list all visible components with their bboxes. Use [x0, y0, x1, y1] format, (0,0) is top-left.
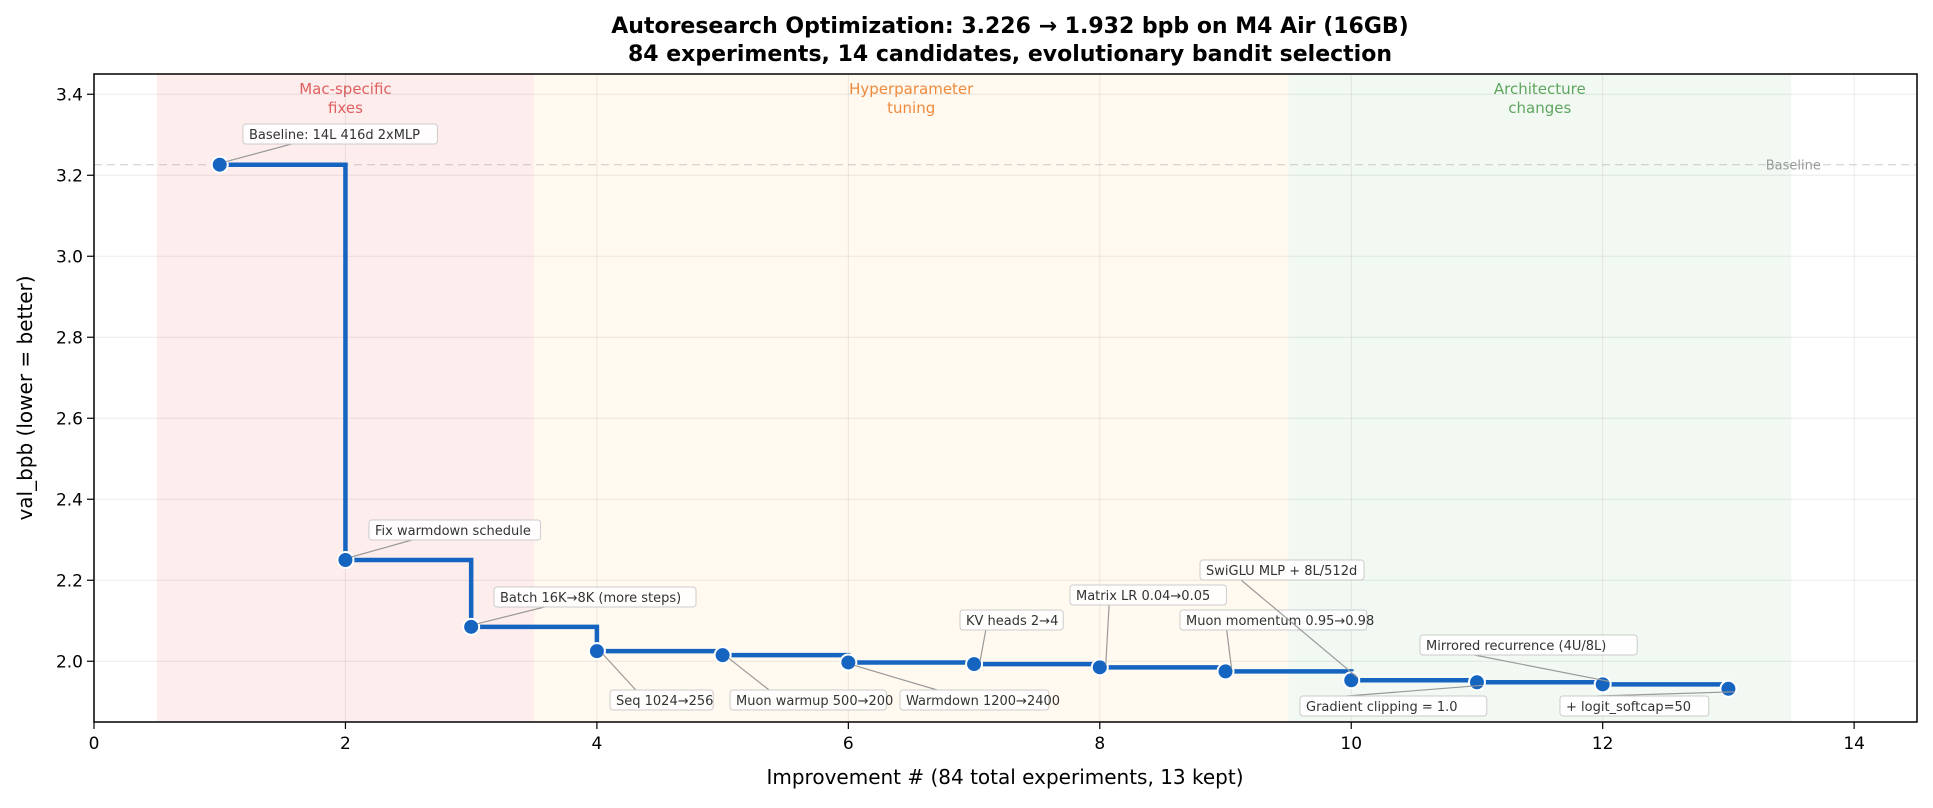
- annotation-arrow: [854, 664, 938, 691]
- annotation-label: Seq 1024→256: [616, 694, 713, 709]
- annotation-box: [1179, 609, 1368, 631]
- region-band: [1288, 74, 1792, 722]
- annotation-box: [609, 689, 714, 711]
- region-label: Hyperparameter: [849, 80, 974, 98]
- annotation-arrow: [602, 653, 637, 691]
- annotation-box: [1199, 559, 1365, 581]
- annotation-label: Gradient clipping = 1.0: [1306, 700, 1458, 715]
- data-point: [1342, 671, 1361, 690]
- y-tick-label: 3.2: [56, 166, 83, 186]
- chart-title: Autoresearch Optimization: 3.226 → 1.932…: [611, 14, 1409, 39]
- chart-subtitle: 84 experiments, 14 candidates, evolution…: [628, 42, 1392, 67]
- annotation-label: Fix warmdown schedule: [375, 524, 531, 539]
- y-tick-label: 2.4: [56, 490, 83, 510]
- annotation-arrow: [477, 606, 545, 625]
- annotation-label: Muon momentum 0.95→0.98: [1186, 614, 1374, 629]
- y-axis-label: val_bpb (lower = better): [13, 275, 37, 520]
- x-tick-label: 0: [89, 734, 100, 754]
- data-point: [839, 653, 858, 672]
- region-label: tuning: [887, 99, 935, 117]
- data-point: [1090, 658, 1109, 677]
- y-tick-label: 3.0: [56, 247, 83, 267]
- data-point: [587, 642, 606, 661]
- annotation-label: Matrix LR 0.04→0.05: [1076, 589, 1210, 604]
- region-label: changes: [1508, 99, 1571, 117]
- annotation-label: Warmdown 1200→2400: [906, 694, 1060, 709]
- data-point: [1719, 679, 1738, 698]
- x-tick-label: 12: [1592, 734, 1614, 754]
- annotation-label: SwiGLU MLP + 8L/512d: [1206, 564, 1357, 579]
- y-tick-label: 2.2: [56, 571, 83, 591]
- region-label: Mac-specific: [299, 80, 391, 98]
- x-tick-label: 10: [1340, 734, 1362, 754]
- annotation-label: Mirrored recurrence (4U/8L): [1426, 639, 1606, 654]
- annotation-box: [242, 123, 438, 145]
- annotation-box: [368, 519, 542, 541]
- annotation-label: KV heads 2→4: [966, 614, 1058, 629]
- annotation-label: Baseline: 14L 416d 2xMLP: [249, 128, 420, 143]
- y-tick-label: 3.4: [56, 85, 83, 105]
- annotation-box: [1299, 695, 1488, 717]
- annotation-arrow: [1226, 629, 1233, 669]
- baseline-label: Baseline: [1766, 159, 1821, 174]
- x-tick-label: 2: [340, 734, 351, 754]
- annotation-arrow: [1346, 684, 1484, 697]
- annotation-box: [493, 586, 697, 608]
- annotation-arrow: [979, 629, 987, 662]
- data-point: [965, 655, 984, 674]
- annotation-arrow: [1240, 579, 1358, 678]
- annotation-box: [1419, 634, 1638, 656]
- region-label: fixes: [328, 99, 363, 117]
- y-tick-label: 2.6: [56, 409, 83, 429]
- x-tick-label: 4: [591, 734, 602, 754]
- region-label: Architecture: [1494, 80, 1586, 98]
- annotation-label: + logit_softcap=50: [1566, 700, 1691, 715]
- annotation-box: [729, 689, 887, 711]
- data-point: [336, 551, 355, 569]
- annotation-box: [1069, 584, 1227, 606]
- plot-frame: [93, 73, 1918, 723]
- annotation-arrow: [728, 657, 770, 691]
- data-point: [210, 155, 229, 174]
- annotation-label: Batch 16K→8K (more steps): [500, 591, 681, 606]
- data-point: [1216, 662, 1235, 681]
- x-axis-label: Improvement # (84 total experiments, 13 …: [766, 765, 1243, 789]
- data-point: [462, 617, 481, 636]
- annotation-arrow: [225, 143, 292, 163]
- annotation-box: [959, 609, 1064, 631]
- data-point: [1467, 673, 1486, 692]
- annotation-box: [1559, 695, 1710, 717]
- data-point: [713, 646, 732, 665]
- x-tick-label: 14: [1843, 734, 1865, 754]
- x-tick-label: 8: [1094, 734, 1105, 754]
- region-band: [534, 74, 1289, 722]
- annotation-arrow: [351, 539, 413, 558]
- y-tick-label: 2.8: [56, 328, 83, 348]
- x-tick-label: 6: [843, 734, 854, 754]
- annotation-box: [899, 689, 1050, 711]
- annotation-label: Muon warmup 500→200: [736, 694, 893, 709]
- annotation-arrow: [1474, 654, 1609, 682]
- annotation-arrow: [1105, 604, 1110, 665]
- y-tick-label: 2.0: [56, 652, 83, 672]
- annotation-arrow: [1597, 691, 1735, 697]
